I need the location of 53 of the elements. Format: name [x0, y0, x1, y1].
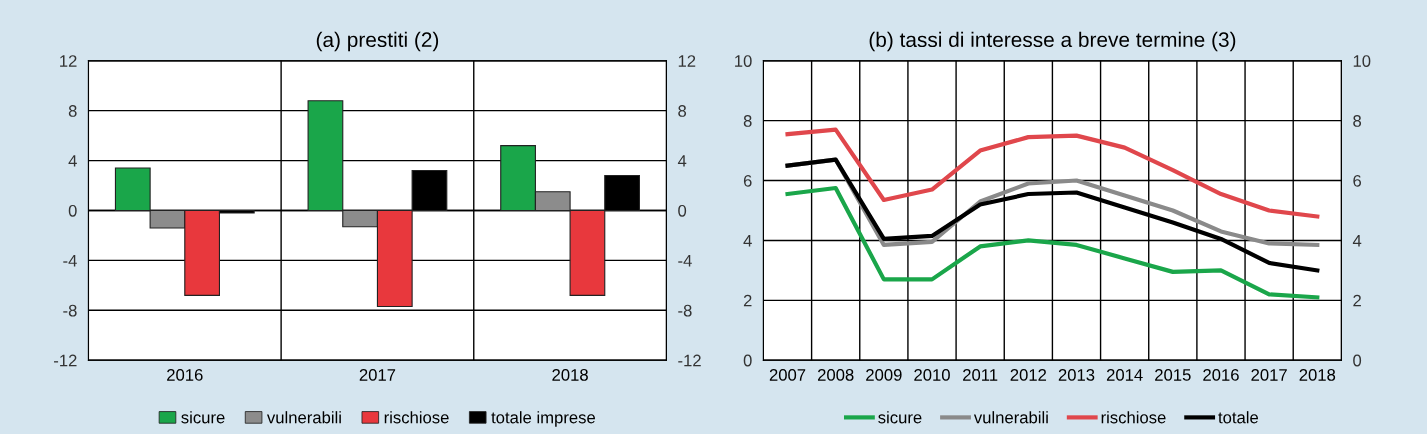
y2-tick-label: 6: [1353, 174, 1362, 187]
legend-label: totale: [1218, 411, 1259, 424]
y-tick-label: 4: [68, 155, 77, 167]
x-tick-label: 2018: [552, 368, 588, 381]
y-tick-label: 6: [743, 174, 752, 187]
legend-label: sicure: [181, 411, 225, 424]
y2-tick-label: -8: [678, 304, 692, 317]
y-tick-label: -8: [63, 304, 77, 317]
x-tick-label: 2011: [963, 368, 998, 381]
y2-tick-label: 4: [677, 155, 687, 167]
y2-tick-label: 10: [1353, 55, 1371, 67]
y-tick-label: 8: [743, 115, 752, 127]
x-tick-label: 2012: [1010, 368, 1047, 381]
y2-tick-label: 8: [1353, 115, 1362, 127]
y2-tick-label: 2: [1353, 294, 1361, 307]
legend-label: vulnerabili: [266, 411, 341, 424]
x-tick-label: 2016: [167, 368, 203, 381]
x-tick-label: 2008: [817, 368, 854, 381]
x-tick-label: 2015: [1155, 368, 1191, 381]
x-tick-label: 2017: [359, 368, 396, 381]
legend-label: vulnerabili: [973, 411, 1048, 424]
x-tick-label: 2009: [866, 368, 902, 381]
x-tick-label: 2016: [1203, 368, 1239, 381]
chart-title: (a) prestiti (2): [316, 31, 439, 52]
x-tick-label: 2018: [1299, 368, 1336, 381]
y-tick-label: 8: [68, 105, 77, 117]
y2-tick-label: 4: [1352, 235, 1362, 247]
y-tick-label: -4: [63, 254, 77, 267]
chart-title: (b) tassi di interesse a breve termine (3): [869, 31, 1236, 52]
y2-tick-label: 8: [678, 105, 687, 117]
x-tick-label: 2007: [769, 368, 806, 381]
y2-tick-label: -12: [678, 354, 701, 367]
x-tick-label: 2017: [1251, 368, 1287, 381]
y2-tick-label: 0: [678, 204, 687, 217]
x-tick-label: 2010: [914, 368, 950, 381]
y-tick-label: 4: [743, 235, 752, 247]
x-tick-label: 2013: [1058, 368, 1095, 381]
y2-tick-label: 0: [1353, 354, 1362, 367]
y-tick-label: 12: [60, 55, 77, 67]
x-tick-label: 2014: [1106, 368, 1143, 381]
y2-tick-label: -4: [678, 254, 692, 267]
legend-label: rischiose: [1101, 411, 1166, 424]
legend-label: sicure: [878, 411, 922, 424]
legend-label: totale imprese: [491, 411, 595, 427]
y-tick-label: 10: [735, 55, 752, 67]
y-tick-label: 2: [743, 294, 752, 307]
y-tick-label: -12: [54, 354, 77, 367]
y-tick-label: 0: [68, 204, 77, 217]
line-series: [785, 185, 1320, 300]
y2-tick-label: 12: [678, 55, 696, 67]
line-series: [785, 127, 1320, 219]
legend-label: rischiose: [384, 411, 449, 424]
y-tick-label: 0: [743, 354, 752, 367]
